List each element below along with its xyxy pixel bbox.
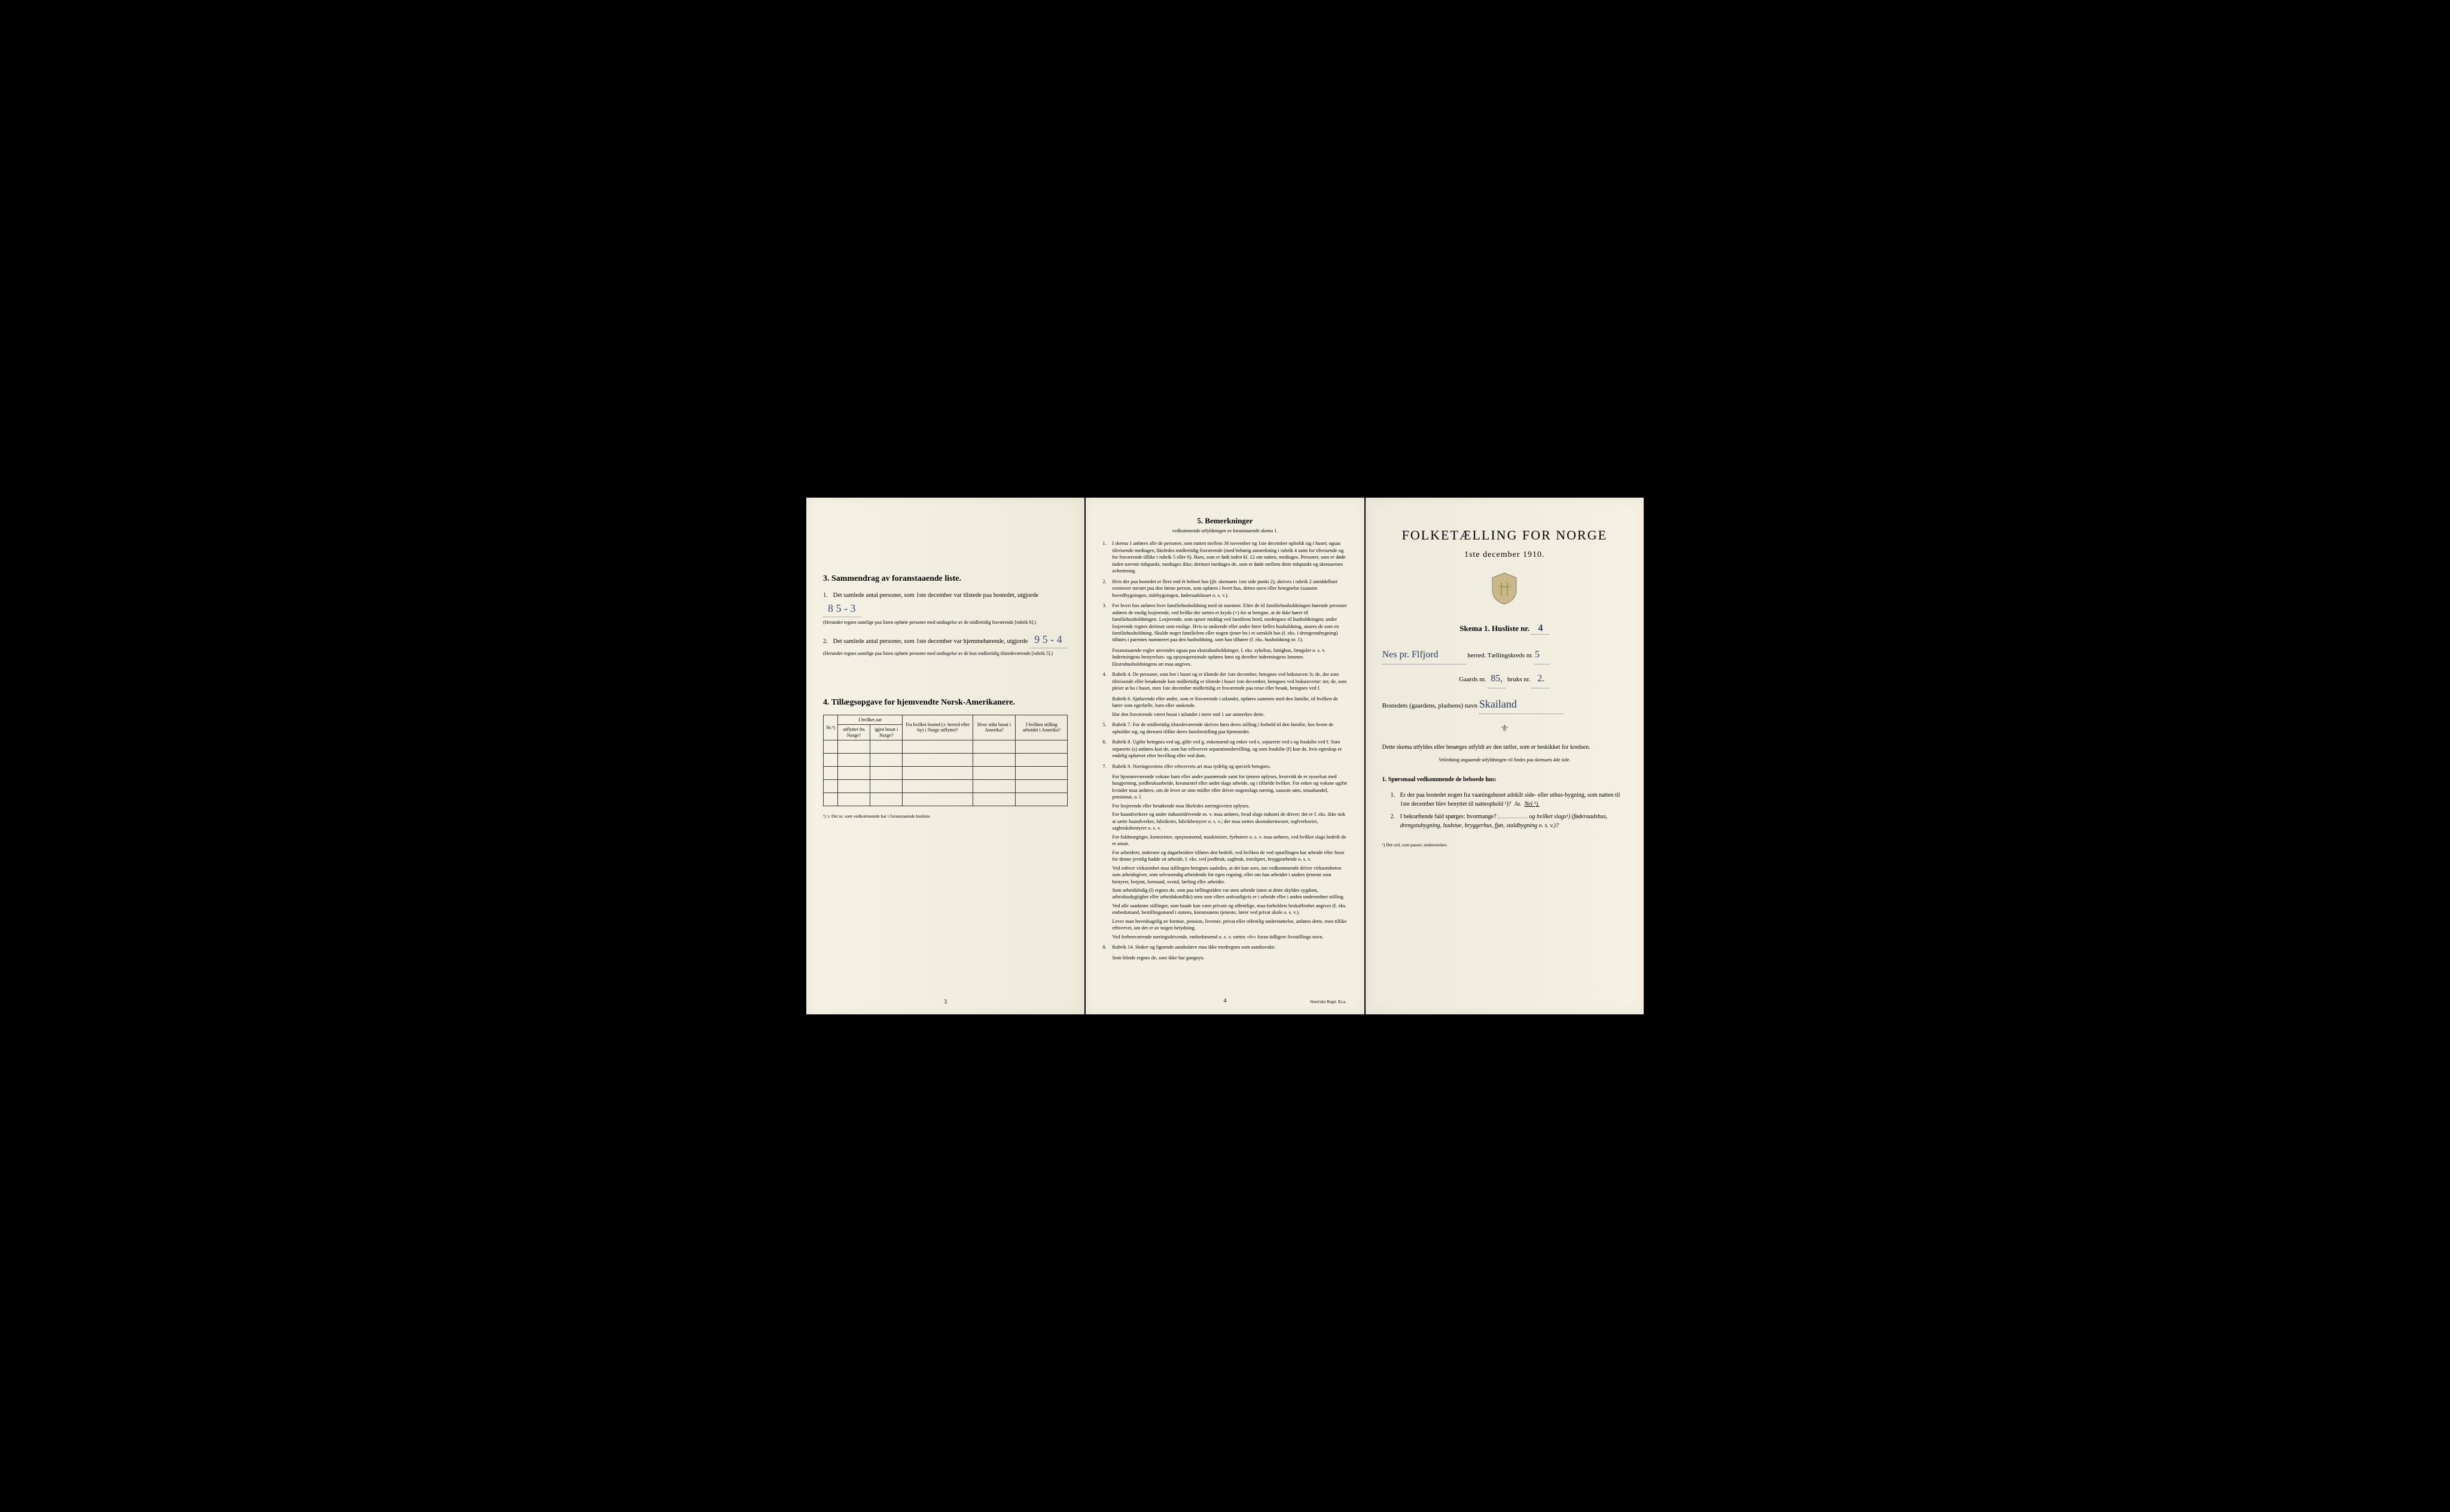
bosted-line: Bostedets (gaardens, pladsens) navn Skai… <box>1382 694 1627 714</box>
item1-note: (Herunder regnes samtlige paa listen opf… <box>823 620 1068 626</box>
main-title: FOLKETÆLLING FOR NORGE <box>1382 528 1627 543</box>
q1-ja: Ja. <box>1514 801 1521 807</box>
bemerk-title: 5. Bemerkninger <box>1102 516 1347 526</box>
herred-line: Nes pr. Flfjord herred. Tællingskreds nr… <box>1382 647 1627 664</box>
th-aar: I hvilket aar <box>838 715 903 725</box>
note-item: Som blinde regnes de, som ikke har gangs… <box>1112 955 1347 961</box>
note-item: 8.Rubrik 14. Sinker og lignende aandsslø… <box>1102 944 1347 950</box>
note-item: For arbeidere, inderster og dagarbeidere… <box>1112 849 1347 863</box>
th-bosted: Fra hvilket bosted (ɔ: herred eller by) … <box>903 715 973 740</box>
printer-mark: Steen'ske Bogtr. Kr.a. <box>1310 999 1346 1005</box>
herred-name: Nes pr. Flfjord <box>1382 647 1466 664</box>
husliste-nr: 4 <box>1531 623 1549 635</box>
th-hvor: Hvor sidst bosat i Amerika? <box>973 715 1016 740</box>
notes-list: 1.I skema 1 anføres alle de personer, so… <box>1102 540 1347 961</box>
panel-middle: 5. Bemerkninger vedkommende utfyldningen… <box>1086 498 1364 1014</box>
instruction-1: Dette skema utfyldes eller besørges utfy… <box>1382 743 1627 752</box>
note-item: Rubrik 6. Sjøfarende eller andre, som er… <box>1112 696 1347 709</box>
note-item: Ved alle saadanne stillinger, som baade … <box>1112 903 1347 916</box>
note-item: For losjerende eller besøkende maa likel… <box>1112 803 1347 809</box>
right-footnote: ¹) Det ord, som passer, understrekes. <box>1382 842 1627 848</box>
table-row <box>824 793 1068 806</box>
item1-value: 8 5 - 3 <box>823 600 861 617</box>
table-row <box>824 740 1068 754</box>
note-item: 2.Hvis der paa bostedet er flere end ét … <box>1102 578 1347 599</box>
th-igjen: igjen bosat i Norge? <box>870 725 903 740</box>
bruks-nr: 2. <box>1532 670 1550 688</box>
note-item: 3.For hvert hus anføres hver familiehush… <box>1102 602 1347 644</box>
note-item: For haandverkere og andre industridriven… <box>1112 811 1347 831</box>
note-item: Lever man hovedsagelig av formue, pensio… <box>1112 918 1347 932</box>
table-row <box>824 767 1068 780</box>
note-item: Ved forhenværende næringsdrivende, embed… <box>1112 934 1347 940</box>
separator-icon: ⚜ <box>1382 723 1627 734</box>
item2-note: (Herunder regnes samtlige paa listen opf… <box>823 651 1068 657</box>
three-panel-document: 3. Sammendrag av foranstaaende liste. 1.… <box>806 498 1644 1014</box>
gaards-nr: 85, <box>1488 670 1506 688</box>
th-nr: Nr.¹) <box>824 715 838 740</box>
th-utflyttet: utflyttet fra Norge? <box>838 725 870 740</box>
note-item: Ved enhver virksomhet maa stillingen bet… <box>1112 865 1347 885</box>
note-item: For hjemmeværende voksne barn eller andr… <box>1112 773 1347 801</box>
bemerk-subtitle: vedkommende utfyldningen av foranstaaend… <box>1102 528 1347 534</box>
bosted-navn: Skailand <box>1479 694 1563 714</box>
gaards-line: Gaards nr. 85, bruks nr. 2. <box>1382 670 1627 688</box>
panel-right: FOLKETÆLLING FOR NORGE 1ste december 191… <box>1366 498 1644 1014</box>
question-list: 1. Er der paa bostedet nogen fra vaaning… <box>1391 791 1627 830</box>
q1-nei: Nei ¹). <box>1524 801 1539 807</box>
panel-left: 3. Sammendrag av foranstaaende liste. 1.… <box>806 498 1084 1014</box>
note-item: Har den fraværende været bosat i utlande… <box>1112 711 1347 718</box>
section1-title: 1. Spørsmaal vedkommende de beboede hus: <box>1382 775 1627 785</box>
note-item: For fuldmægtiger, kontorister, opsynsmæn… <box>1112 834 1347 848</box>
question-2: 2. I bekræftende fald spørges: hvormange… <box>1391 812 1627 830</box>
note-item: Som arbeidsledig (l) regnes de, som paa … <box>1112 887 1347 901</box>
th-stilling: I hvilken stilling arbeidet i Amerika? <box>1016 715 1068 740</box>
tellingkreds-nr: 5 <box>1535 647 1550 664</box>
table-row <box>824 780 1068 793</box>
question-1: 1. Er der paa bostedet nogen fra vaaning… <box>1391 791 1627 809</box>
note-item: Foranstaaende regler anvendes ogsaa paa … <box>1112 647 1347 667</box>
instruction-2: Veiledning angaaende utfyldningen vil fi… <box>1382 757 1627 763</box>
note-item: 7.Rubrik 9. Næringsveiens eller erhverve… <box>1102 763 1347 770</box>
table-row <box>824 754 1068 767</box>
note-item: 1.I skema 1 anføres alle de personer, so… <box>1102 540 1347 574</box>
item-1: 1. Det samlede antal personer, som 1ste … <box>823 591 1068 626</box>
subtitle: 1ste december 1910. <box>1382 550 1627 560</box>
norway-crest-icon <box>1382 572 1627 611</box>
section3-title: 3. Sammendrag av foranstaaende liste. <box>823 574 1068 584</box>
note-item: 5.Rubrik 7. For de midlertidig tilstedev… <box>1102 721 1347 735</box>
note-item: 6.Rubrik 8. Ugifte betegnes ved ug, gift… <box>1102 739 1347 759</box>
page-num-3: 3 <box>806 999 1084 1005</box>
skema-line: Skema 1. Husliste nr. 4 <box>1382 623 1627 635</box>
table-footnote: ¹) ɔ: Det nr. som vedkommende har i fora… <box>823 813 1068 819</box>
item-2: 2. Det samlede antal personer, som 1ste … <box>823 632 1068 657</box>
note-item: 4.Rubrik 4. De personer, som bor i huset… <box>1102 671 1347 691</box>
section4-title: 4. Tillægsopgave for hjemvendte Norsk-Am… <box>823 698 1068 708</box>
item2-value: 9 5 - 4 <box>1029 632 1067 648</box>
amerika-table: Nr.¹) I hvilket aar Fra hvilket bosted (… <box>823 715 1068 807</box>
